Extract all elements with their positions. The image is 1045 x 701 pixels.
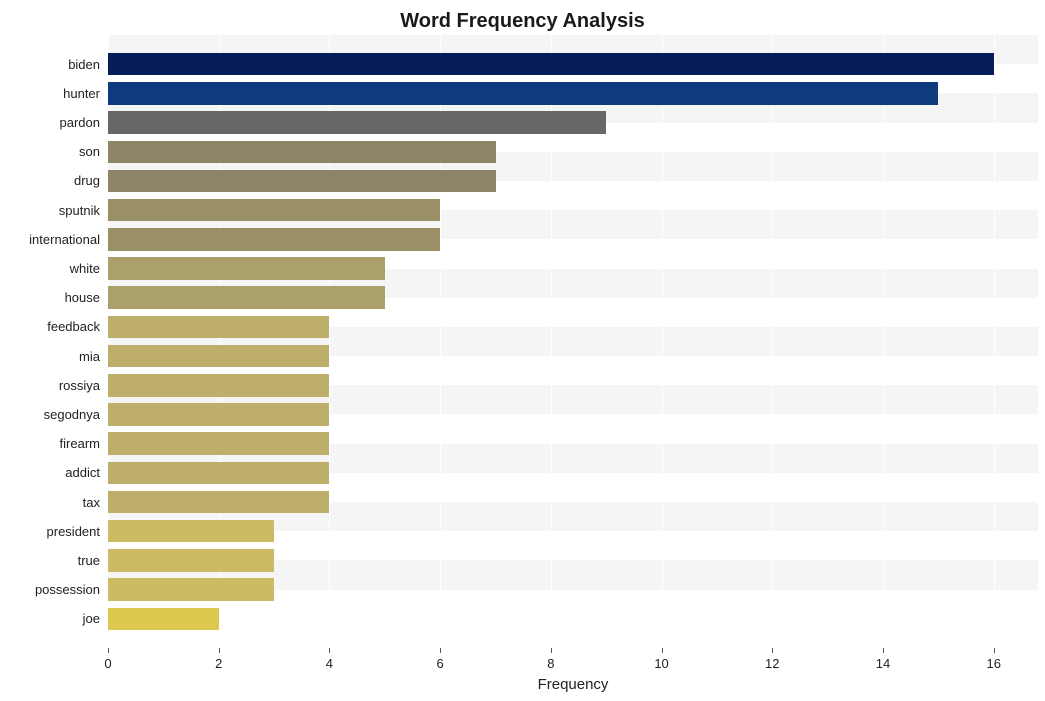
y-tick-label: house — [65, 291, 100, 304]
bar — [108, 608, 219, 630]
bar — [108, 141, 496, 163]
plot-area — [108, 35, 1038, 648]
y-tick-label: segodnya — [44, 408, 100, 421]
bar — [108, 170, 496, 192]
y-tick-label: joe — [83, 612, 100, 625]
word-frequency-chart: Word Frequency Analysis Frequency biden h… — [0, 0, 1045, 701]
bar — [108, 316, 329, 338]
y-tick-label: son — [79, 145, 100, 158]
x-tick-label: 16 — [986, 656, 1000, 671]
bar — [108, 111, 606, 133]
bar — [108, 520, 274, 542]
bar — [108, 257, 385, 279]
bar — [108, 403, 329, 425]
bar — [108, 82, 938, 104]
bar — [108, 228, 440, 250]
x-tick-label: 4 — [326, 656, 333, 671]
bar — [108, 199, 440, 221]
y-tick-label: president — [47, 525, 100, 538]
y-tick-label: feedback — [47, 320, 100, 333]
bar — [108, 345, 329, 367]
x-tick-label: 6 — [437, 656, 444, 671]
y-tick-label: drug — [74, 174, 100, 187]
bar — [108, 462, 329, 484]
y-tick-label: addict — [65, 466, 100, 479]
y-tick-label: hunter — [63, 87, 100, 100]
y-tick-label: white — [70, 262, 100, 275]
y-tick-label: rossiya — [59, 379, 100, 392]
bar — [108, 374, 329, 396]
y-tick-label: firearm — [60, 437, 100, 450]
y-tick-label: mia — [79, 350, 100, 363]
bar — [108, 432, 329, 454]
bar — [108, 53, 994, 75]
y-tick-label: true — [78, 554, 100, 567]
bar — [108, 491, 329, 513]
x-tick-label: 2 — [215, 656, 222, 671]
x-tick-label: 10 — [654, 656, 668, 671]
x-tick-label: 14 — [876, 656, 890, 671]
y-tick-label: possession — [35, 583, 100, 596]
bar — [108, 286, 385, 308]
y-tick-label: international — [29, 233, 100, 246]
bar — [108, 549, 274, 571]
chart-title: Word Frequency Analysis — [0, 10, 1045, 33]
bar — [108, 578, 274, 600]
x-axis-label: Frequency — [108, 676, 1038, 693]
y-tick-label: tax — [83, 496, 100, 509]
x-tick-label: 8 — [547, 656, 554, 671]
y-tick-label: sputnik — [59, 204, 100, 217]
y-tick-label: pardon — [60, 116, 100, 129]
x-tick-label: 0 — [104, 656, 111, 671]
x-tick-label: 12 — [765, 656, 779, 671]
y-tick-label: biden — [68, 58, 100, 71]
